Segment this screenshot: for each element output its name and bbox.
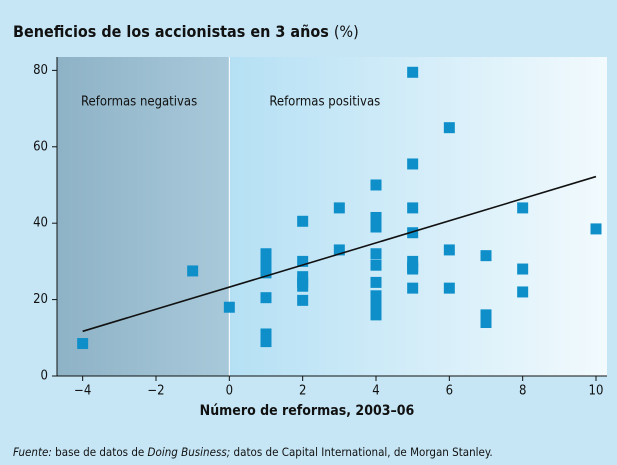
point	[370, 290, 382, 302]
source-part: Doing Business;	[148, 445, 231, 459]
point	[370, 211, 382, 223]
point	[407, 66, 419, 78]
point	[370, 309, 382, 321]
point	[517, 263, 529, 275]
x-tick-label: 6	[446, 384, 453, 399]
point	[260, 248, 272, 260]
point	[370, 179, 382, 191]
point	[260, 292, 272, 304]
point	[370, 303, 382, 315]
point	[443, 282, 455, 294]
point	[260, 336, 272, 348]
chart-title: Beneficios de los accionistas en 3 años	[13, 22, 329, 41]
annotation: Reformas negativas	[81, 95, 197, 110]
y-tick-label: 0	[41, 369, 48, 384]
point	[407, 255, 419, 267]
point	[297, 294, 309, 306]
point	[187, 265, 199, 277]
x-tick-label: 2	[299, 384, 306, 399]
y-tick-label: 20	[33, 292, 48, 307]
regions: Reformas negativas Reformas positivas	[57, 57, 608, 376]
chart-title-group: Beneficios de los accionistas en 3 años (…	[13, 22, 359, 41]
x-tick-label: 0	[226, 384, 233, 399]
point	[517, 202, 529, 214]
point	[260, 267, 272, 279]
y-tick-label: 80	[33, 63, 48, 78]
point	[370, 221, 382, 233]
point	[297, 280, 309, 292]
x-tick-label: 4	[372, 384, 379, 399]
point	[480, 317, 492, 329]
point	[443, 244, 455, 256]
point	[260, 255, 272, 267]
point	[407, 202, 419, 214]
source-part: datos de Capital International, de Morga…	[230, 445, 492, 459]
x-tick-label: −2	[147, 384, 164, 399]
point	[370, 259, 382, 271]
point	[370, 276, 382, 288]
point	[407, 227, 419, 239]
source-part: base de datos de	[52, 445, 148, 459]
point	[590, 223, 602, 235]
point	[407, 263, 419, 275]
point	[480, 309, 492, 321]
point	[407, 158, 419, 170]
positive-region	[229, 57, 608, 376]
point	[333, 244, 345, 256]
plot: 0 20 40 60 80 −4 −2 0 2 4 6 8 10	[33, 57, 607, 399]
point	[260, 328, 272, 340]
source: Fuente: base de datos de Doing Business;…	[13, 445, 493, 459]
point	[297, 271, 309, 283]
x-tick-label: 8	[519, 384, 526, 399]
point	[297, 255, 309, 267]
chart-title-unit: (%)	[334, 22, 359, 41]
point	[370, 248, 382, 260]
x-tick-label: 10	[589, 384, 604, 399]
point	[480, 250, 492, 262]
point	[77, 338, 89, 350]
point	[333, 202, 345, 214]
y-tick-label: 40	[33, 216, 48, 231]
source-part: Fuente:	[13, 445, 52, 459]
trend-line	[82, 175, 597, 333]
point	[297, 215, 309, 227]
point	[517, 286, 529, 298]
y-tick-label: 60	[33, 139, 48, 154]
point	[407, 282, 419, 294]
x-tick-label: −4	[74, 384, 91, 399]
annotation: Reformas positivas	[269, 95, 380, 110]
point	[223, 301, 235, 313]
negative-region	[57, 57, 230, 376]
point	[370, 296, 382, 308]
point	[443, 122, 455, 134]
x-axis-label: Número de reformas, 2003–06	[200, 403, 415, 419]
